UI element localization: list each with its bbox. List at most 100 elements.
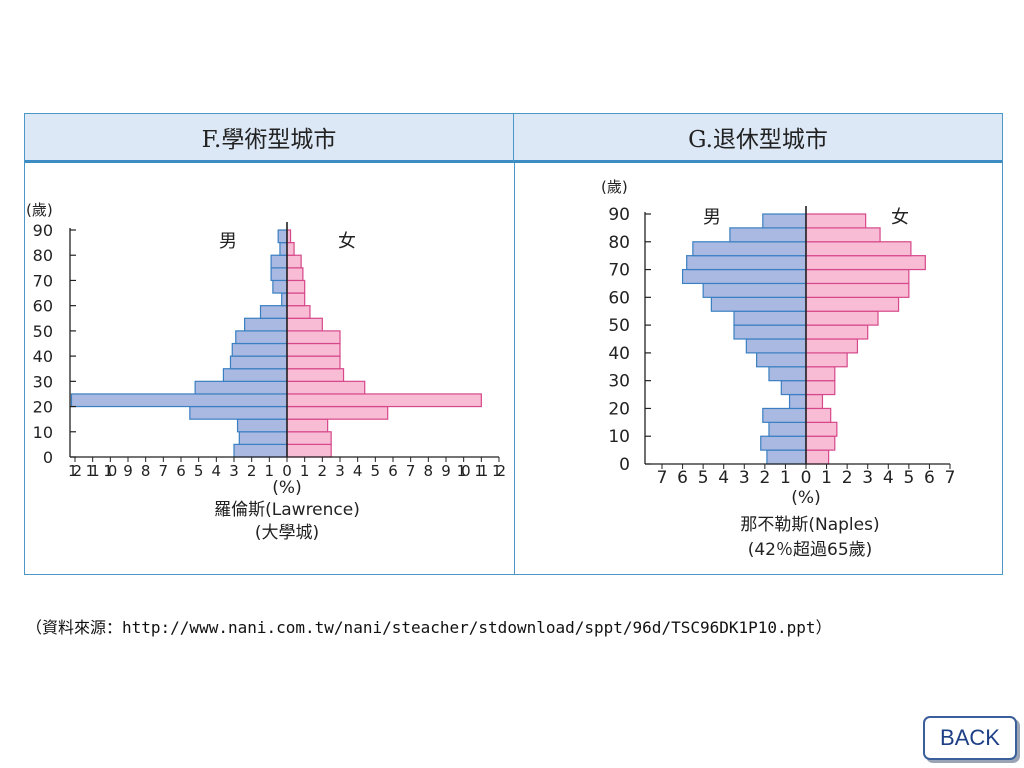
female-label: 女 [891,207,909,228]
bar-female-70-74 [286,267,304,282]
y-tick-label: 80 [33,246,53,265]
y-tick-label: 0 [619,455,630,475]
x-tick-label: 4 [212,462,222,480]
x-tick-label: 4 [883,468,894,488]
chart-caption-line: (大學城) [255,523,319,543]
bar-male-30-34 [768,366,807,382]
x-tick-label: 3 [862,468,873,488]
x-tick-label: 1 [300,462,310,480]
x-tick-label: 9 [441,462,451,480]
bar-female-45-49 [805,324,869,340]
y-tick-label: 40 [608,344,630,364]
x-tick-label: 11 [474,462,488,480]
bar-female-55-59 [805,296,900,312]
y-tick-label: 50 [33,322,53,341]
bar-female-30-34 [805,366,836,382]
bar-male-40-44 [745,338,807,354]
x-tick-label: 1 [821,468,832,488]
bar-female-80-84 [286,242,295,256]
y-tick-label: 30 [33,372,53,391]
x-tick-label: 6 [176,462,186,480]
bar-female-75-79 [805,241,912,257]
bar-male-5-9 [760,435,807,451]
bar-male-15-19 [762,407,807,423]
bar-female-80-84 [805,227,881,243]
x-tick-label: 6 [924,468,935,488]
bar-male-80-84 [729,227,807,243]
bar-female-15-19 [286,405,389,420]
bar-male-65-69 [272,279,288,294]
x-tick-label: 7 [945,468,956,488]
bar-female-35-39 [286,355,341,370]
x-tick-label: 5 [698,468,709,488]
bar-male-10-14 [768,421,807,437]
x-tick-label: 0 [801,468,812,488]
x-tick-label: 2 [842,468,853,488]
bar-male-20-24 [788,393,807,410]
bar-male-20-24 [70,393,288,408]
y-axis-unit-label: (歲) [26,201,53,219]
x-tick-label: 6 [677,468,688,488]
x-tick-label: 6 [388,462,398,480]
population-pyramid-figure: F.學術型城市 G.退休型城市 0 10 20 30 40 50 60 70 80 90 (歲) 12… [24,113,1003,575]
bar-female-20-24 [805,393,824,410]
bar-female-5-9 [286,431,332,445]
bar-male-35-39 [229,355,288,370]
x-tick-label: 8 [424,462,434,480]
bar-male-75-79 [270,254,288,269]
bar-male-55-59 [259,305,288,319]
x-tick-label: 1 [265,462,275,480]
bar-male-5-9 [238,431,288,445]
bar-female-65-69 [805,268,910,285]
y-tick-label: 40 [33,347,53,366]
x-tick-label: 2 [247,462,257,480]
bar-female-45-49 [286,330,341,345]
chart-caption-line: 那不勒斯(Naples) [740,515,879,535]
y-tick-label: 20 [608,399,630,419]
bar-male-30-34 [222,368,288,382]
x-tick-label: 4 [353,462,363,480]
bar-male-45-49 [235,330,288,345]
bar-female-85+ [805,213,867,229]
bar-male-50-54 [244,317,288,332]
x-tick-label: 2 [759,468,770,488]
bar-female-70-74 [805,255,926,271]
x-tick-label: 5 [194,462,204,480]
bar-female-50-54 [805,310,879,326]
x-tick-label: 9 [123,462,133,480]
bar-male-10-14 [236,418,288,433]
bar-female-35-39 [805,352,848,368]
bar-male-25-29 [194,380,288,395]
bar-male-40-44 [231,342,288,357]
y-tick-label: 70 [608,261,630,281]
x-tick-label: 7 [406,462,416,480]
panel-divider [514,163,515,574]
bar-female-5-9 [805,435,836,451]
x-tick-label: 5 [903,468,914,488]
panel-title-retirement-city: G.退休型城市 [514,114,1002,163]
bar-male-70-74 [270,267,288,282]
y-tick-label: 30 [608,372,630,392]
y-tick-label: 0 [43,448,53,467]
x-tick-label: 3 [229,462,239,480]
bar-male-15-19 [189,405,288,420]
bar-female-30-34 [286,368,345,382]
x-tick-label: 10 [103,462,117,480]
x-tick-label: 3 [739,468,750,488]
bar-female-15-19 [805,407,832,423]
y-tick-label: 20 [33,398,53,417]
bar-female-40-44 [805,338,859,354]
y-tick-label: 90 [33,221,53,240]
bar-female-65-69 [286,279,306,294]
panel-title-academic-city: F.學術型城市 [25,114,514,163]
back-button[interactable]: BACK [923,716,1017,760]
bar-male-65-69 [681,268,807,285]
y-tick-label: 60 [608,288,630,308]
y-tick-label: 10 [33,423,53,442]
bar-female-20-24 [286,393,482,408]
source-citation: （資料來源：http://www.nani.com.tw/nani/steach… [26,618,832,637]
y-tick-label: 90 [608,205,630,225]
bar-female-40-44 [286,342,341,357]
chart-caption-line: 羅倫斯(Lawrence) [214,500,360,520]
